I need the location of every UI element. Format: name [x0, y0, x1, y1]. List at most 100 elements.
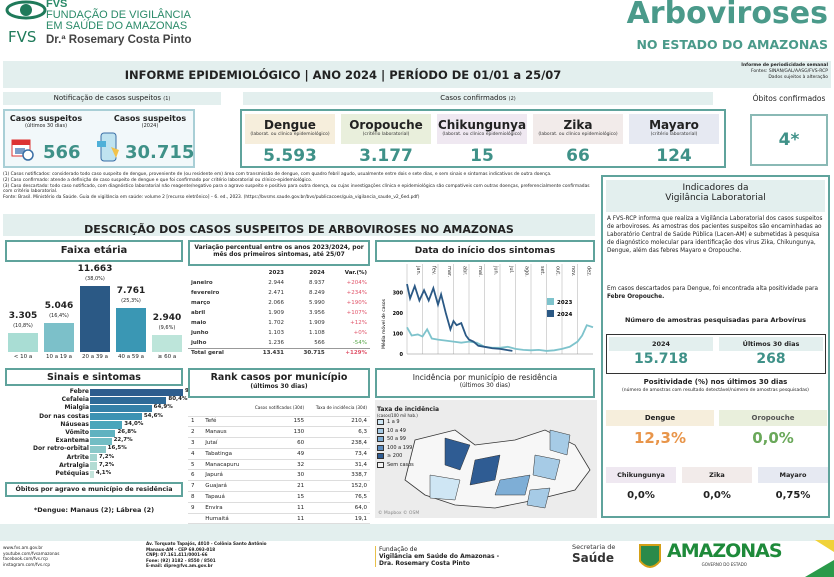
casos-cell: 11 — [246, 513, 308, 525]
column-header — [202, 400, 247, 417]
symptom-label: Vômito — [65, 429, 89, 436]
label-obitos: Óbitos confirmados — [752, 94, 826, 103]
legend-label: 100 a 199 — [387, 444, 413, 451]
footer-link[interactable]: facebook.com/fvs.rcp — [3, 556, 48, 561]
amostras-box: 2024 15.718 Últimos 30 dias 268 — [606, 334, 826, 374]
footer-link[interactable]: youtube.com/fvsamazonas — [3, 550, 60, 556]
table-header: 2023 2024 Var.(%) — [188, 268, 370, 278]
banner-note: Informe de periodicidade semanal — [741, 63, 828, 68]
taxa-cell: 73,4 — [307, 448, 370, 460]
legend-swatch-2023 — [547, 298, 554, 305]
column-header: Casos notificados (30d) — [246, 400, 308, 417]
confirmed-card-dengue: Dengue (laborat. ou clínico epidemiológic… — [245, 114, 335, 166]
column-header: Taxa de incidência (30d) — [307, 400, 370, 417]
month-cell: Total geral — [191, 350, 224, 357]
age-bar-pct: (25,3%) — [121, 298, 141, 305]
y-tick-label: 0 — [400, 352, 404, 358]
table-row: 8 Tapauá 15 76,5 — [188, 491, 370, 503]
symptom-label: Febre — [69, 388, 89, 395]
footnote-1: (1) Casos notificados: considerado todo … — [3, 172, 552, 177]
confirmed-name: Oropouche — [349, 118, 423, 132]
taxa-cell: 238,4 — [307, 437, 370, 449]
footer-address: Av. Torquato Tapajós, 4010 - Colônia San… — [146, 541, 267, 569]
taxa-cell: 76,5 — [307, 491, 370, 503]
age-bar-label: 20 a 39 a — [82, 354, 108, 360]
month-tick-label: jan. — [415, 265, 421, 276]
rank-cell: 7 — [188, 480, 203, 493]
table-cell: 1.108 — [308, 330, 325, 336]
table-row: 7 Guajará 21 152,0 — [188, 480, 370, 493]
legend-label-2023: 2023 — [557, 300, 572, 306]
variacao-title: Variação percentual entre os anos 2023/2… — [188, 240, 370, 266]
map-shapes — [404, 429, 591, 509]
obitos-value: 4* — [778, 130, 800, 150]
suspeitos-30d-label: Casos suspeitos — [9, 114, 83, 123]
table-cell: 1.909 — [268, 310, 284, 316]
symptom-bar — [90, 388, 183, 396]
lab-title-line2: Vigilância Laboratorial — [665, 193, 766, 203]
column-header: 2024 — [309, 270, 325, 276]
footnote-2: (2) Caso confirmado: atende a definição … — [3, 177, 313, 183]
positividade-mayaro: Mayaro 0,75% — [758, 467, 828, 501]
footnote-source[interactable]: Fonte: Brasil. Ministério da Saúde. Guia… — [3, 195, 420, 201]
rank-subtitle: (últimos 30 dias) — [250, 383, 308, 390]
taxa-cell: 19,1 — [307, 513, 370, 525]
table-row: 9 Envira 11 64,0 — [188, 502, 370, 514]
positividade-dengue: Dengue 12,3% — [606, 410, 714, 447]
age-bar — [44, 323, 74, 352]
y-tick-label: 200 — [393, 311, 404, 317]
lab-note-highlight: Febre Oropouche. — [607, 294, 665, 300]
label-suspeitos: Notificação de casos suspeitos (1) — [3, 92, 221, 105]
corner-decoration — [805, 540, 834, 577]
org-short: FVS — [46, 0, 68, 10]
taxa-cell: 64,0 — [307, 502, 370, 514]
municipio-cell: Humaitá — [202, 513, 247, 525]
legend-label-2024: 2024 — [557, 312, 572, 318]
municipio-cell: Manacapuru — [202, 459, 247, 471]
month-cell: abril — [191, 310, 206, 316]
positividade-label: Mayaro — [758, 467, 828, 483]
suspeitos-30d-sub: (últimos 30 dias) — [24, 123, 68, 129]
positividade-oropouche: Oropouche 0,0% — [719, 410, 827, 447]
confirmed-criteria: (laborat. ou clínico epidemiológico) — [442, 132, 522, 137]
age-bar — [8, 333, 38, 352]
table-row: 1 Tefé 155 210,4 — [188, 416, 370, 428]
map-panel-title: Incidência por município de residência (… — [375, 368, 595, 398]
age-bar-label: ≥ 60 a — [157, 354, 177, 360]
incidence-map[interactable]: Taxa de incidência (casos/100 mil hab.) … — [375, 400, 597, 518]
rank-cell: 9 — [188, 502, 203, 514]
logo-text: FVS — [8, 28, 37, 46]
confirmados-panel: Dengue (laborat. ou clínico epidemiológic… — [240, 109, 726, 168]
symptom-value: 4,1% — [95, 470, 112, 476]
footer-secretaria: Secretaria de Saúde — [572, 543, 615, 565]
amazonas-logo-text: AMAZONAS — [667, 540, 783, 562]
month-tick-label: abr. — [461, 266, 467, 276]
confirmed-card-mayaro: Mayaro (critério laboratorial) 124 — [629, 114, 719, 166]
legend-swatch — [377, 461, 384, 468]
taxa-cell: 31,4 — [307, 459, 370, 471]
column-header — [188, 400, 203, 417]
casos-cell: 30 — [246, 469, 308, 482]
page-subtitle: NO ESTADO DO AMAZONAS — [636, 37, 828, 52]
casos-cell: 11 — [246, 502, 308, 514]
footer-amazonas: AMAZONAS GOVERNO DO ESTADO — [667, 540, 783, 567]
legend-label: 50 a 99 — [387, 436, 406, 443]
y-tick-label: 100 — [393, 331, 404, 337]
table-cell: +234% — [346, 290, 367, 296]
age-bar-pct: (10,8%) — [13, 323, 33, 330]
footer-link[interactable]: instagram.com/fvs.rcp — [3, 561, 50, 567]
month-tick-label: ago. — [523, 266, 529, 277]
suspeitos-30d-value: 566 — [43, 142, 81, 163]
table-cell: -54% — [352, 339, 367, 346]
month-tick-label: mar. — [446, 266, 452, 278]
symptom-label: Artrite — [66, 453, 89, 461]
footer-link[interactable]: www.fvs.am.gov.br — [3, 545, 43, 550]
descricao-title: DESCRIÇÃO DOS CASOS SUSPEITOS DE ARBOVIR… — [84, 223, 514, 236]
confirmed-card-chikungunya: Chikungunya (laborat. ou clínico epidemio… — [437, 114, 527, 166]
month-tick-label: mai. — [477, 266, 483, 277]
banner-source: Fontes: SINAN/GAL/AASG/FVS-RCP — [750, 69, 828, 74]
table-cell: +107% — [346, 310, 367, 316]
municipio-cell: Japurá — [202, 469, 247, 482]
month-cell: março — [191, 300, 211, 306]
table-row: fevereiro 2.471 8.249 +234% — [188, 288, 370, 298]
